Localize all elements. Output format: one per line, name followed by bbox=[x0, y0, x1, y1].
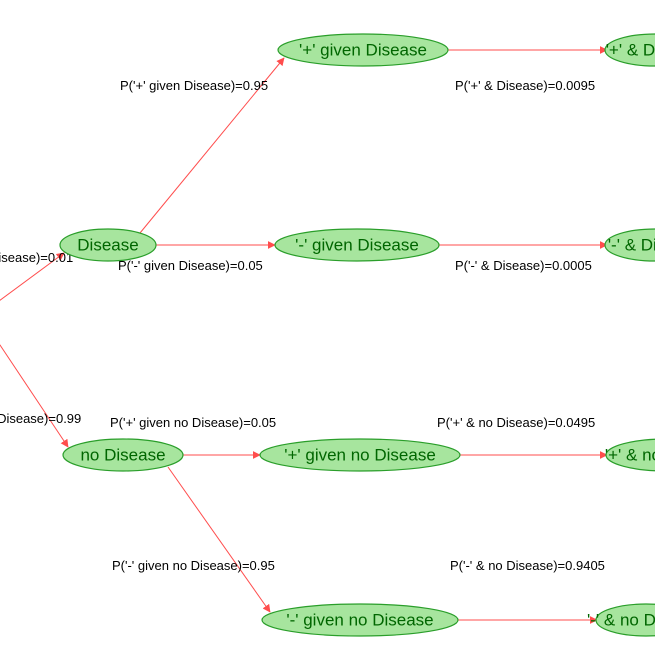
node-neg_and_nd: '-' & no Disease bbox=[587, 604, 655, 636]
node-label: '-' given no Disease bbox=[286, 610, 433, 629]
edge-label: P(Disease)=0.01 bbox=[0, 250, 73, 265]
node-neg_and_d: '-' & Disease bbox=[605, 229, 655, 261]
edge-label: P('-' given no Disease)=0.95 bbox=[112, 558, 275, 573]
node-label: '+' given no Disease bbox=[284, 445, 436, 464]
node-pos_and_nd: '+' & no Disease bbox=[605, 439, 655, 471]
node-label: no Disease bbox=[80, 445, 165, 464]
node-label: '+' & Disease bbox=[606, 40, 655, 59]
edge-label: P('+' given no Disease)=0.05 bbox=[110, 415, 276, 430]
edge-label: P(no Disease)=0.99 bbox=[0, 411, 81, 426]
node-label: '+' & no Disease bbox=[605, 445, 655, 464]
node-label: '-' & no Disease bbox=[587, 610, 655, 629]
node-neg_nodisease: '-' given no Disease bbox=[262, 604, 458, 636]
node-pos_disease: '+' given Disease bbox=[278, 34, 448, 66]
node-nodisease: no Disease bbox=[63, 439, 183, 471]
node-pos_and_d: '+' & Disease bbox=[605, 34, 655, 66]
node-pos_nodisease: '+' given no Disease bbox=[260, 439, 460, 471]
node-disease: Disease bbox=[60, 229, 156, 261]
edge-label: P('-' given Disease)=0.05 bbox=[118, 258, 263, 273]
edge-label: P('-' & no Disease)=0.9405 bbox=[450, 558, 605, 573]
edge bbox=[0, 315, 68, 447]
node-label: '-' given Disease bbox=[295, 235, 419, 254]
nodes-layer: Disease no Disease '+' given Disease '-' gi… bbox=[60, 34, 655, 636]
edge-labels-layer: P(Disease)=0.01 P(no Disease)=0.99 P('+' g… bbox=[0, 78, 605, 573]
edges-layer bbox=[0, 50, 607, 620]
edge-label: P('-' & Disease)=0.0005 bbox=[455, 258, 592, 273]
edge-label: P('+' & Disease)=0.0095 bbox=[455, 78, 595, 93]
node-label: '+' given Disease bbox=[299, 40, 427, 59]
edge bbox=[168, 467, 270, 612]
node-neg_disease: '-' given Disease bbox=[275, 229, 439, 261]
node-label: '-' & Disease bbox=[608, 235, 655, 254]
edge-label: P('+' & no Disease)=0.0495 bbox=[437, 415, 595, 430]
node-label: Disease bbox=[77, 235, 138, 254]
edge-label: P('+' given Disease)=0.95 bbox=[120, 78, 268, 93]
